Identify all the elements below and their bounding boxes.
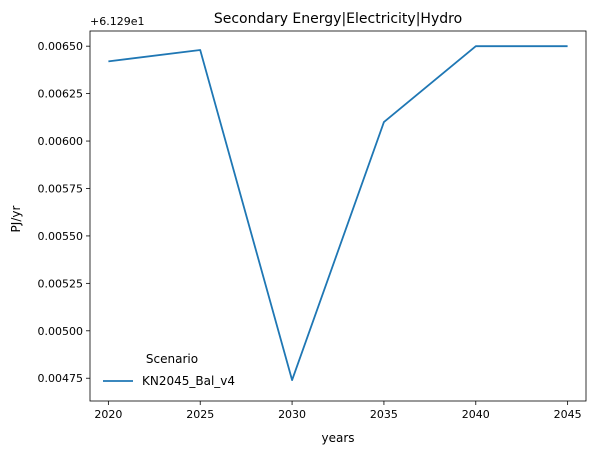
legend-title: Scenario: [146, 352, 198, 366]
data-point: [474, 45, 477, 48]
x-tick-label: 2025: [186, 408, 214, 421]
data-point: [291, 379, 294, 382]
y-axis-label: PJ/yr: [9, 206, 23, 233]
series-line: [108, 45, 568, 382]
data-point: [107, 60, 110, 63]
y-tick-label: 0.00475: [38, 372, 84, 385]
y-tick-label: 0.00600: [38, 135, 84, 148]
y-tick-label: 0.00625: [38, 88, 84, 101]
plot-frame: [89, 30, 587, 402]
x-tick-label: 2045: [554, 408, 582, 421]
legend: Scenario KN2045_Bal_v4: [103, 352, 235, 388]
y-tick-label: 0.00525: [38, 277, 84, 290]
x-axis: 2020 2025 2030 2035 2040 2045: [94, 401, 582, 421]
y-tick-label: 0.00500: [38, 325, 84, 338]
x-tick-label: 2030: [278, 408, 306, 421]
y-tick-label: 0.00575: [38, 182, 84, 195]
plot-area: [89, 30, 587, 402]
y-tick-label: 0.00650: [38, 40, 84, 53]
y-tick-label: 0.00550: [38, 230, 84, 243]
x-tick-label: 2040: [462, 408, 490, 421]
x-tick-label: 2020: [94, 408, 122, 421]
x-axis-label: years: [321, 431, 354, 445]
data-point: [382, 121, 385, 124]
legend-label: KN2045_Bal_v4: [142, 374, 235, 388]
data-point: [566, 45, 569, 48]
y-axis: 0.00475 0.00500 0.00525 0.00550 0.00575 0.006…: [38, 40, 90, 385]
y-axis-offset-text: +6.129e1: [90, 15, 144, 28]
data-point: [199, 48, 202, 51]
chart-title: Secondary Energy|Electricity|Hydro: [214, 11, 462, 27]
x-tick-label: 2035: [370, 408, 398, 421]
series-layer: [107, 45, 569, 382]
